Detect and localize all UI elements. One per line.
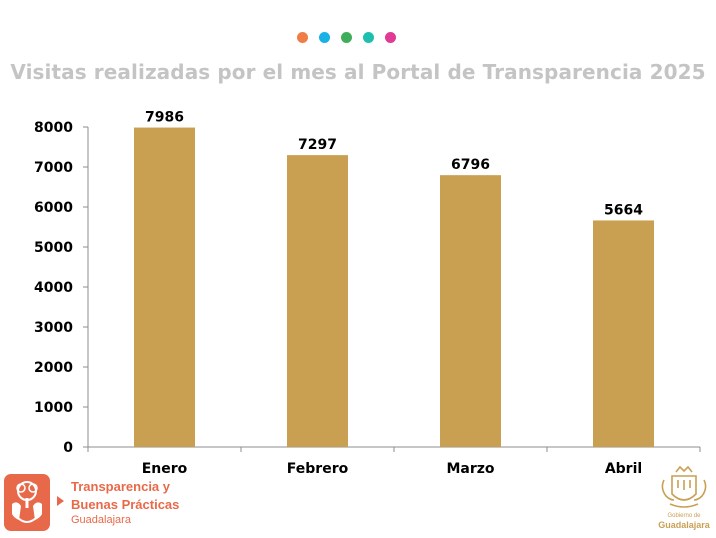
brand-city: Guadalajara — [71, 514, 131, 526]
data-label: 6796 — [451, 157, 490, 173]
transparency-brand: Transparencia y Buenas Prácticas Guadala… — [4, 473, 224, 533]
x-tick-label: Marzo — [446, 461, 494, 477]
x-tick-label: Abril — [605, 461, 642, 477]
bar-marzo — [440, 175, 501, 447]
data-label: 5664 — [604, 202, 643, 218]
y-tick-label: 6000 — [34, 200, 73, 216]
dot-teal — [363, 32, 374, 43]
x-tick-label: Enero — [142, 461, 188, 477]
brand-line1: Transparencia y — [71, 479, 170, 494]
tree-lions-shield-icon — [4, 474, 50, 531]
y-tick-label: 0 — [63, 440, 73, 456]
decorative-dots — [297, 32, 396, 43]
y-tick-label: 4000 — [34, 280, 73, 296]
dot-green — [341, 32, 352, 43]
y-tick-label: 1000 — [34, 400, 73, 416]
data-label: 7297 — [298, 137, 337, 153]
dot-blue — [319, 32, 330, 43]
gov-big-text: Guadalajara — [658, 520, 710, 530]
data-label: 7986 — [145, 110, 184, 126]
y-tick-label: 8000 — [34, 120, 73, 136]
dot-pink — [385, 32, 396, 43]
chart-title: Visitas realizadas por el mes al Portal … — [10, 60, 706, 84]
gov-small-text: Gobierno de — [667, 513, 701, 519]
brand-arrow-icon — [57, 496, 64, 506]
dot-orange — [297, 32, 308, 43]
guadalajara-coat-of-arms-icon — [661, 465, 707, 508]
bar-abril — [593, 220, 654, 447]
bar-enero — [134, 127, 195, 447]
government-logo: Gobierno de Guadalajara — [654, 462, 714, 534]
x-tick-label: Febrero — [287, 461, 349, 477]
y-tick-label: 7000 — [34, 160, 73, 176]
brand-line2: Buenas Prácticas — [71, 497, 180, 512]
bar-febrero — [287, 155, 348, 447]
y-tick-label: 5000 — [34, 240, 73, 256]
y-tick-label: 3000 — [34, 320, 73, 336]
y-tick-label: 2000 — [34, 360, 73, 376]
